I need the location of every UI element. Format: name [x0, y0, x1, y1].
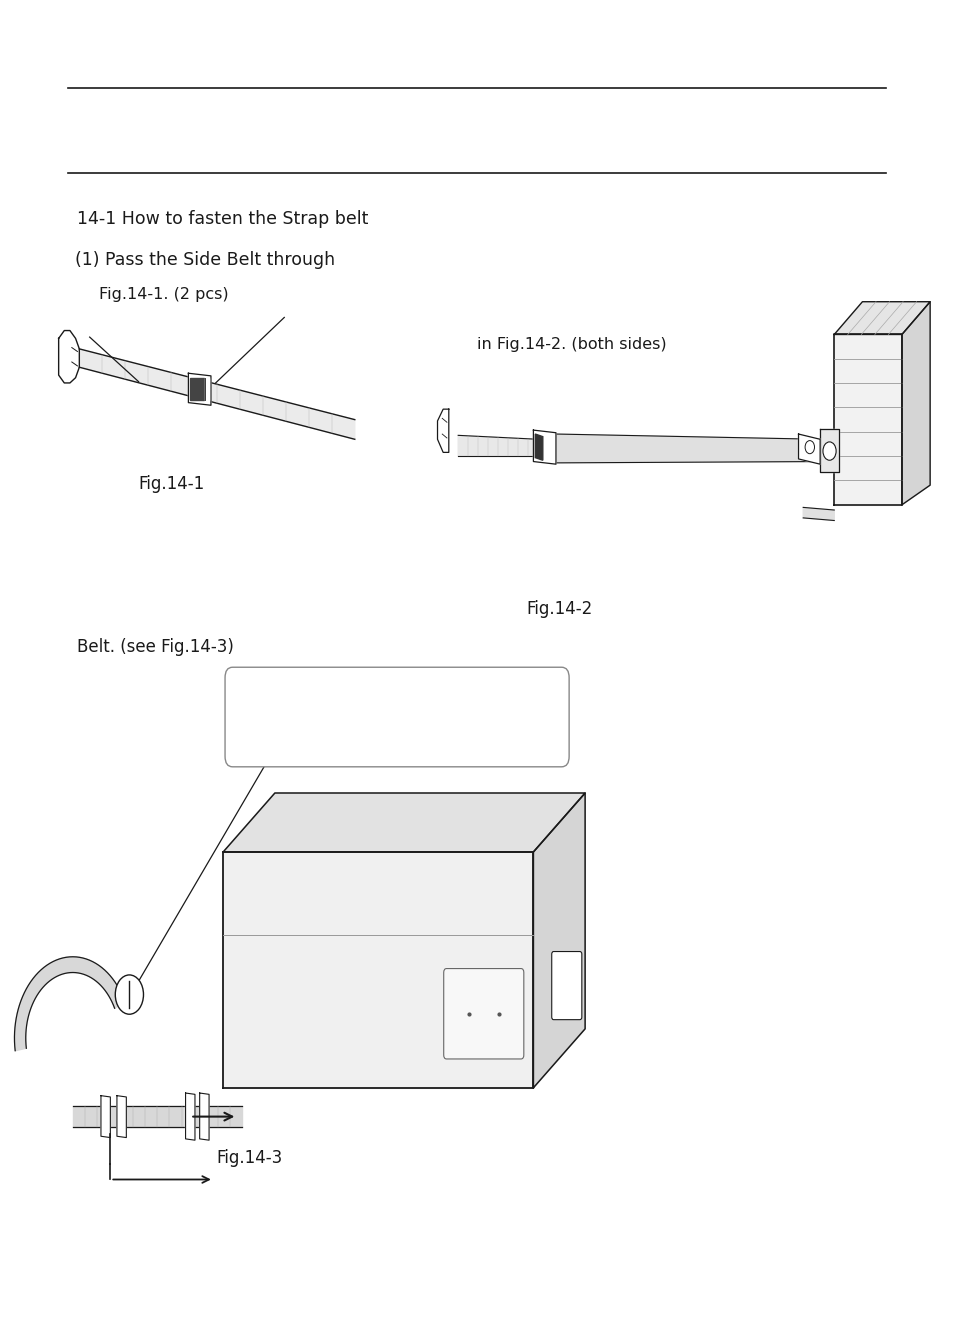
Polygon shape [556, 434, 820, 463]
Circle shape [115, 974, 143, 1014]
Polygon shape [833, 335, 901, 504]
Polygon shape [798, 434, 820, 465]
FancyBboxPatch shape [443, 969, 523, 1059]
Text: Fig.14-2: Fig.14-2 [526, 600, 592, 618]
Text: Belt. (see Fig.14-3): Belt. (see Fig.14-3) [77, 638, 234, 657]
Polygon shape [205, 379, 209, 400]
Polygon shape [101, 1096, 111, 1137]
Text: (1) Pass the Side Belt through: (1) Pass the Side Belt through [74, 250, 335, 269]
Polygon shape [457, 436, 537, 457]
Polygon shape [79, 350, 355, 440]
Polygon shape [802, 507, 833, 520]
Polygon shape [533, 793, 584, 1088]
Text: Fig.14-3: Fig.14-3 [216, 1149, 282, 1168]
Polygon shape [901, 302, 929, 504]
Polygon shape [58, 331, 79, 383]
FancyBboxPatch shape [225, 667, 569, 767]
Polygon shape [833, 302, 929, 335]
Polygon shape [190, 379, 204, 400]
Polygon shape [72, 1106, 242, 1127]
Polygon shape [186, 1094, 194, 1140]
Text: Fig.14-1: Fig.14-1 [138, 475, 204, 493]
Circle shape [822, 442, 835, 461]
Text: 14-1 How to fasten the Strap belt: 14-1 How to fasten the Strap belt [77, 211, 369, 228]
Polygon shape [14, 957, 125, 1051]
Polygon shape [117, 1096, 126, 1137]
Polygon shape [533, 430, 556, 465]
Text: in Fig.14-2. (both sides): in Fig.14-2. (both sides) [476, 338, 666, 352]
Polygon shape [188, 373, 211, 405]
Polygon shape [535, 434, 542, 461]
Polygon shape [223, 851, 533, 1088]
Polygon shape [437, 409, 448, 453]
Circle shape [804, 441, 814, 454]
Polygon shape [199, 1094, 209, 1140]
Text: Fig.14-1. (2 pcs): Fig.14-1. (2 pcs) [99, 287, 229, 302]
Polygon shape [820, 429, 838, 473]
Polygon shape [223, 793, 584, 851]
FancyBboxPatch shape [551, 952, 581, 1019]
